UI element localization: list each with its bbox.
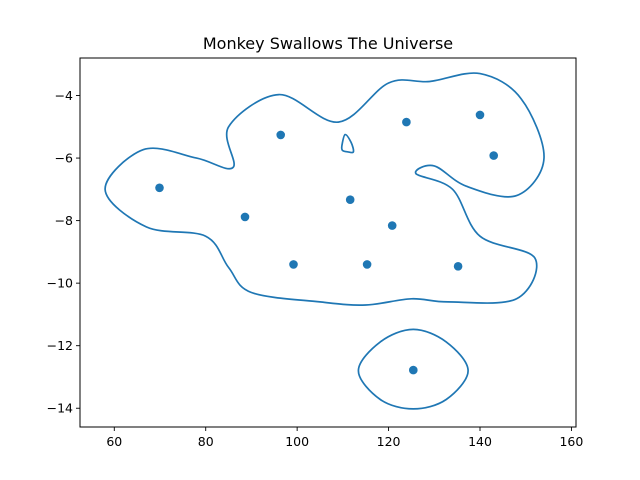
y-tick-label-3: −10 <box>47 276 73 291</box>
x-tick-label-3: 120 <box>377 434 401 449</box>
y-tick-label-4: −12 <box>47 338 73 353</box>
x-tick-label-0: 60 <box>106 434 122 449</box>
data-point-4 <box>345 195 355 204</box>
y-tick-label-0: −4 <box>55 88 73 103</box>
x-tick-label-2: 100 <box>285 434 309 449</box>
contour-line-0 <box>104 72 545 306</box>
scatter-points <box>155 110 499 375</box>
y-tick-label-1: −6 <box>55 151 73 166</box>
data-point-3 <box>289 260 298 269</box>
data-point-7 <box>402 117 411 127</box>
x-axis: 60 80 100 120 140 160 <box>106 427 583 449</box>
data-point-11 <box>409 365 418 375</box>
data-point-5 <box>362 260 372 269</box>
data-point-6 <box>387 221 397 230</box>
x-tick-label-4: 140 <box>468 434 492 449</box>
contour-line-2 <box>357 328 469 410</box>
data-point-9 <box>475 110 485 120</box>
data-point-10 <box>489 151 499 160</box>
contour-layer <box>104 72 545 410</box>
axes-frame <box>79 57 577 428</box>
x-tick-label-5: 160 <box>559 434 583 449</box>
y-tick-label-2: −8 <box>55 213 73 228</box>
contour-line-1 <box>340 133 355 154</box>
data-point-8 <box>453 262 463 271</box>
data-point-0 <box>155 183 164 193</box>
y-tick-label-5: −14 <box>47 401 73 416</box>
y-axis: −4 −6 −8 −10 −12 −14 <box>47 88 80 416</box>
chart-title: Monkey Swallows The Universe <box>203 34 453 53</box>
data-point-2 <box>276 130 286 140</box>
data-point-1 <box>240 212 250 222</box>
x-tick-label-1: 80 <box>198 434 214 449</box>
